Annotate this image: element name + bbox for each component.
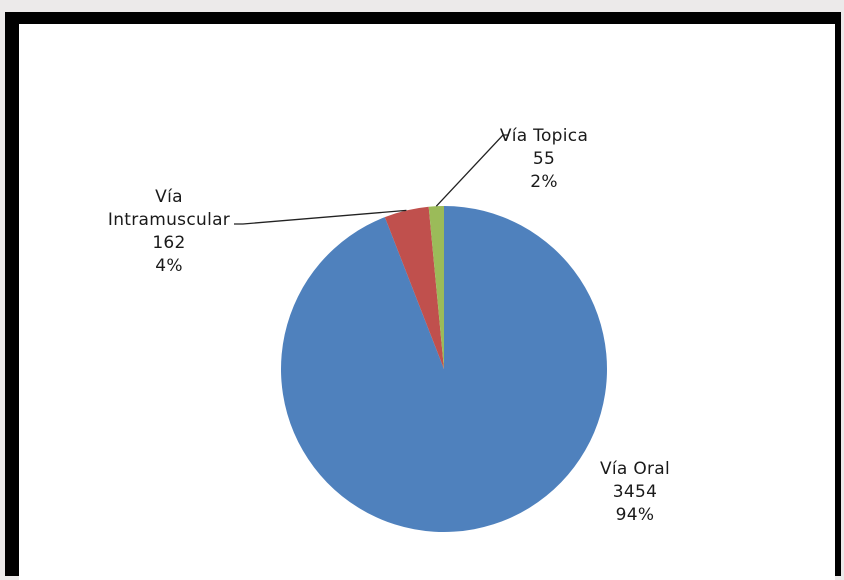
leader-line-via-topica bbox=[435, 134, 509, 207]
pie-chart bbox=[234, 134, 607, 532]
label-value: 55 bbox=[532, 149, 556, 169]
label-percent: 2% bbox=[530, 172, 558, 192]
data-label-via-topica: Vía Topica 55 2% bbox=[489, 125, 599, 194]
data-label-via-intramuscular: Vía Intramuscular 162 4% bbox=[104, 186, 234, 278]
chart-area: Vía Oral 3454 94% Vía Intramuscular 162 … bbox=[19, 24, 835, 580]
label-value: 162 bbox=[152, 233, 186, 253]
leader-line-via-intramuscular bbox=[234, 209, 407, 225]
pie-slice-v-a-intramuscular bbox=[384, 206, 444, 369]
label-name-line2: Intramuscular bbox=[107, 210, 231, 230]
label-percent: 4% bbox=[155, 256, 183, 276]
chart-frame: Vía Oral 3454 94% Vía Intramuscular 162 … bbox=[5, 12, 841, 580]
pie-slice-v-a-oral bbox=[280, 206, 607, 532]
label-name: Vía Topica bbox=[499, 126, 589, 146]
pie-slice-v-a-topica bbox=[428, 206, 444, 369]
label-name: Vía Oral bbox=[599, 459, 671, 479]
label-name-line1: Vía bbox=[155, 187, 183, 207]
label-percent: 94% bbox=[615, 505, 655, 525]
data-label-via-oral: Vía Oral 3454 94% bbox=[585, 458, 685, 527]
label-value: 3454 bbox=[612, 482, 658, 502]
